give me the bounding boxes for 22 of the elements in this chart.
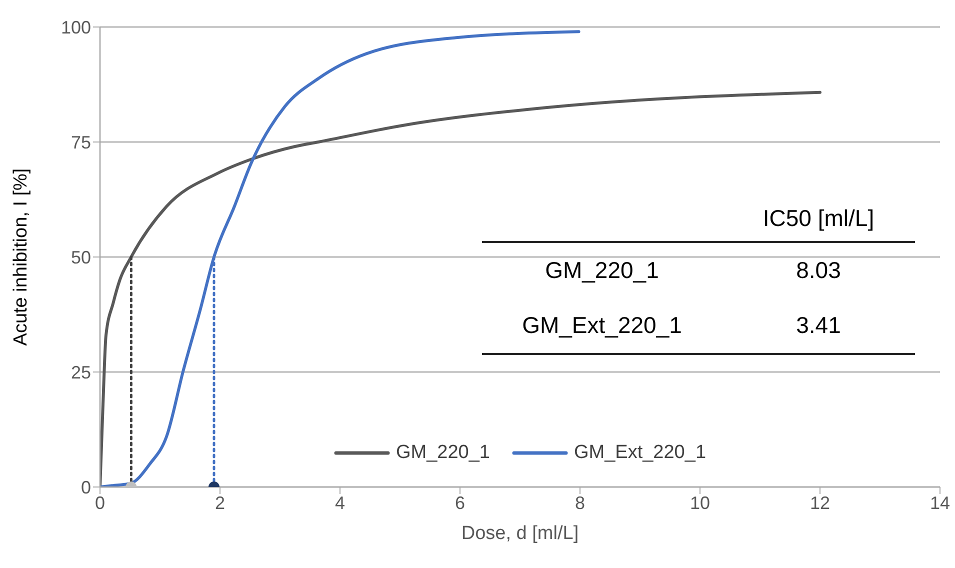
x-tick-label: 2 [214,492,226,513]
x-tick-label: 4 [334,492,346,513]
legend-label: GM_220_1 [396,442,490,464]
legend-label: GM_Ext_220_1 [574,442,706,464]
annotation: IC50 [ml/L] [762,204,876,232]
y-axis-title: Acute inhibition, I [%] [10,168,32,346]
x-tick-label: 8 [574,492,586,513]
y-tick-label: 25 [70,362,91,382]
y-tick-label: 100 [60,17,91,38]
y-tick-label: 0 [80,477,91,498]
x-tick-label: 6 [454,492,466,513]
annotation: GM_Ext_220_1 [521,312,683,339]
x-axis-title: Dose, d [ml/L] [461,523,579,544]
x-tick-label: 0 [94,492,106,513]
x-tick-label: 14 [930,492,950,513]
annotation: 8.03 [795,257,842,284]
y-tick-label: 75 [70,132,91,152]
annotation: 3.41 [795,312,842,339]
annotation: GM_220_1 [544,257,660,284]
x-tick-label: 10 [690,492,710,513]
x-tick-label: 12 [810,492,830,513]
y-tick-label: 50 [70,247,91,268]
